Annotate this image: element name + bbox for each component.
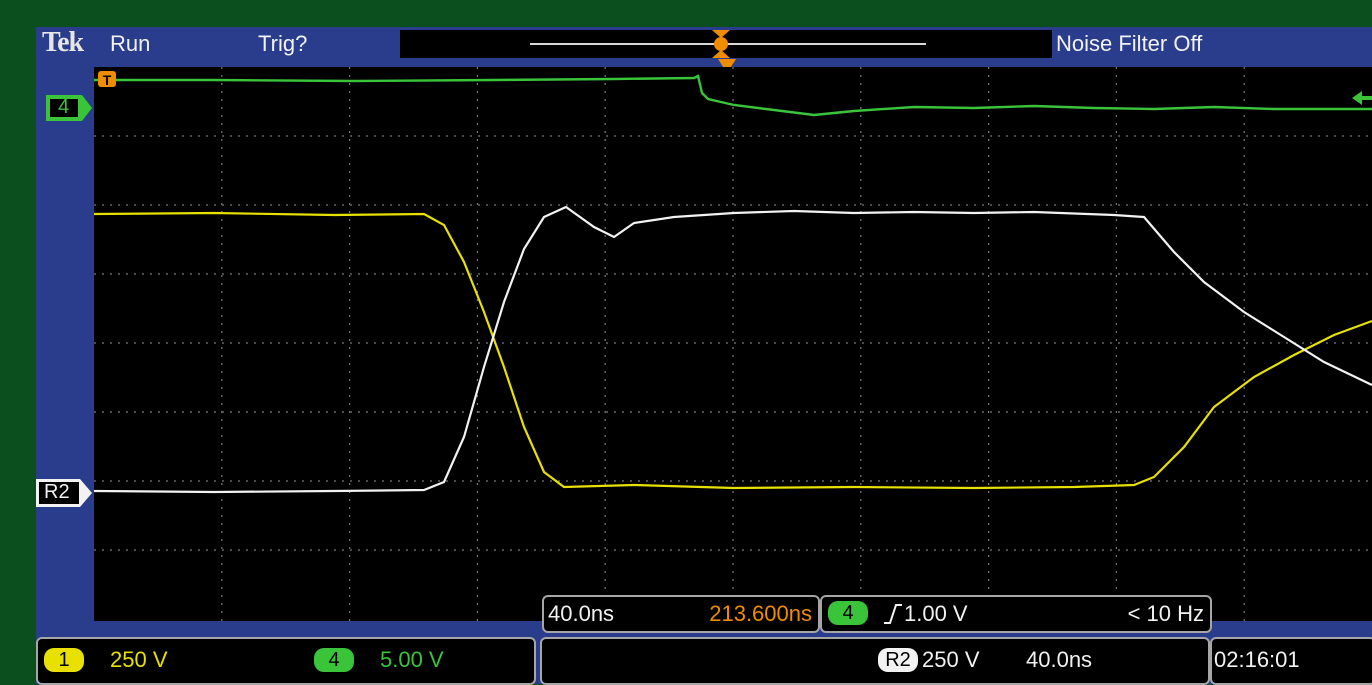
clock-time: 02:16:01 [1214,647,1300,672]
reference2-marker[interactable]: R2 [36,479,92,507]
trigger-position-icon [712,30,730,58]
channel1-scale: 250 V [110,647,168,672]
channel4-marker[interactable]: 4 [46,95,92,121]
graticule-grid [94,67,1372,621]
reference-readout[interactable]: R2 250 V 40.0ns [540,637,1210,685]
waveform-area [94,67,1372,621]
noise-filter-status: Noise Filter Off [1056,31,1203,56]
horizontal-position: 213.600ns [709,601,812,626]
channel-readout[interactable]: 1 250 V 4 5.00 V [36,637,536,685]
horizontal-readout[interactable]: 40.0ns 213.600ns [542,595,820,633]
channel4-scale: 5.00 V [380,647,444,672]
channel1-trace [94,211,1372,490]
reference2-time: 40.0ns [1026,647,1093,672]
channel4-badge[interactable]: 4 [314,648,354,672]
reference2-trace [94,205,1372,494]
trigger-level: 1.00 V [904,601,968,626]
trigger-level-icon: T [98,71,116,88]
rising-edge-icon [884,604,902,624]
horizontal-scale: 40.0ns [548,601,615,626]
clock-readout: 02:16:01 [1210,637,1372,685]
channel1-badge[interactable]: 1 [44,648,84,672]
reference2-badge[interactable]: R2 [878,648,918,672]
oscilloscope-display: Tek Run Trig? Noise Filter Off [36,27,1372,685]
reference2-scale: 250 V [922,647,980,672]
brand-logo: Tek [42,27,84,58]
status-bar: Tek Run Trig? Noise Filter Off [36,27,1372,61]
graticule [94,67,1372,621]
channel4-trace [94,74,1372,117]
svg-text:T: T [103,72,112,88]
run-state[interactable]: Run [110,31,151,56]
trigger-source-badge: 4 [828,601,868,625]
trigger-frequency: < 10 Hz [1127,601,1204,626]
trigger-point-icon [718,59,736,73]
trigger-level-arrow-icon [1352,91,1372,105]
record-view-bar [400,30,1052,58]
trigger-state: Trig? [258,31,308,56]
trigger-readout[interactable]: 4 1.00 V < 10 Hz [820,595,1212,633]
